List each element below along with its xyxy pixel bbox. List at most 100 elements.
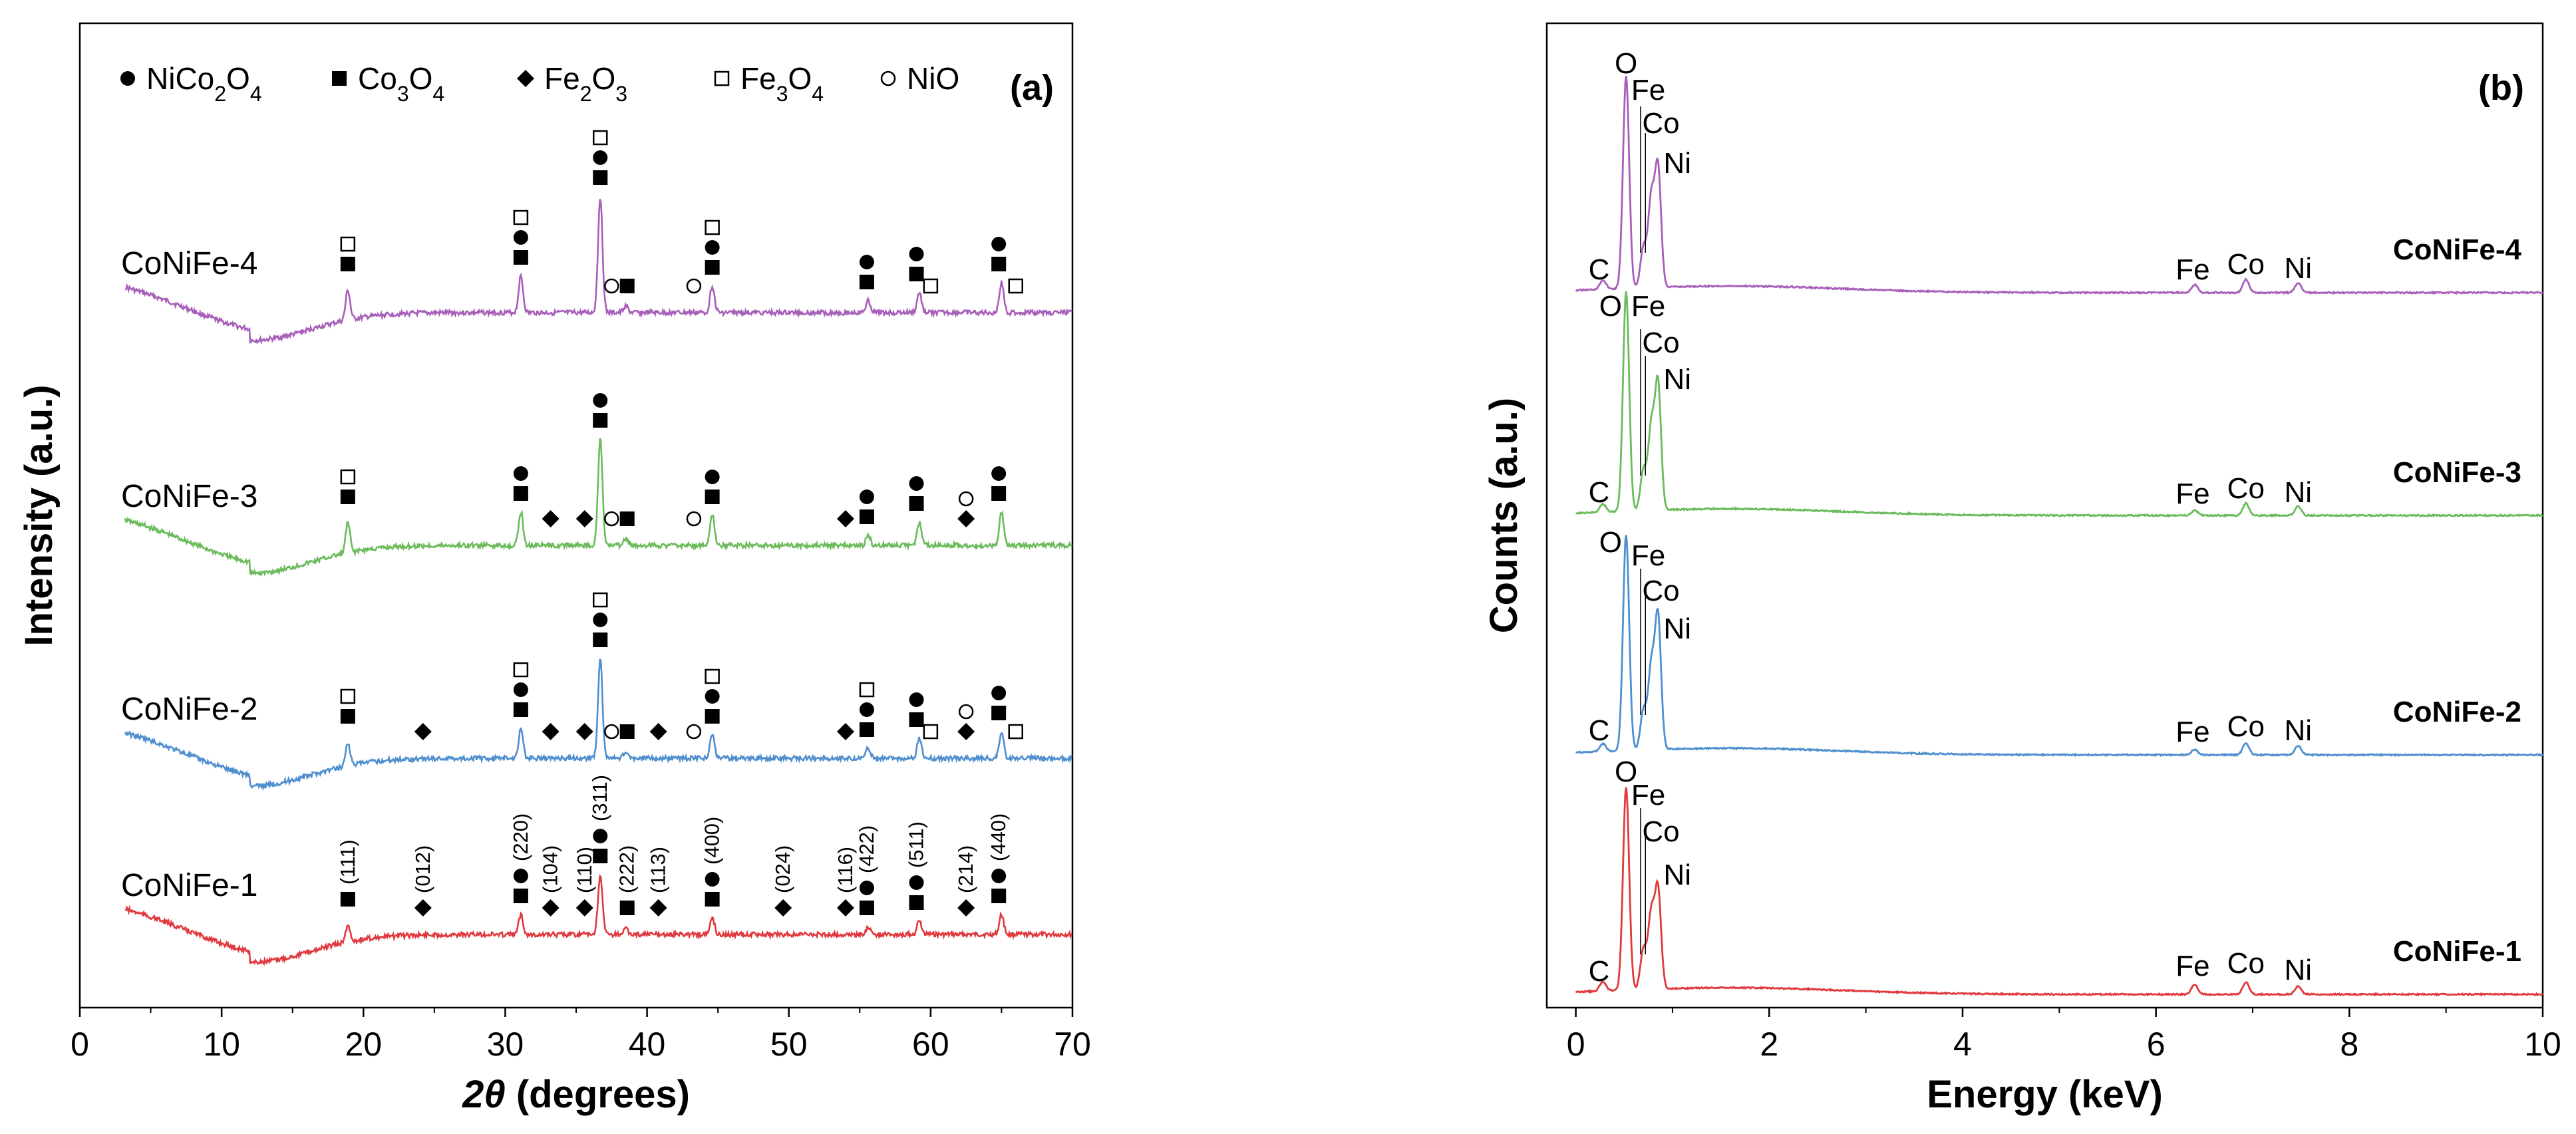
phase-marker-co3o4	[619, 724, 635, 739]
element-label-c: C	[1589, 714, 1610, 747]
element-label-fe: Fe	[1631, 74, 1665, 106]
phase-marker-co3o4	[705, 260, 720, 275]
phase-marker-fe3o4	[1008, 278, 1023, 294]
phase-marker-fe2o3	[649, 899, 667, 917]
phase-marker-nio	[686, 278, 702, 294]
miller-index: (220)	[509, 813, 532, 861]
phase-marker-fe2o3	[774, 899, 792, 917]
x-tick-label: 0	[1567, 1026, 1585, 1063]
x-tick-label: 20	[345, 1026, 382, 1063]
legend-marker	[517, 70, 534, 87]
phase-marker-nico2o4	[705, 689, 720, 704]
miller-index: (222)	[615, 845, 639, 893]
phase-marker-co3o4	[340, 490, 355, 504]
phase-marker-fe2o3	[575, 899, 593, 917]
x-tick-label: 4	[1953, 1026, 1972, 1063]
legend-a: NiCo2O4 Co3O4 Fe2O3 Fe3O4 NiO	[120, 61, 959, 106]
phase-marker-nico2o4	[593, 829, 608, 843]
phase-marker-fe2o3	[542, 510, 560, 527]
element-label-fe: Fe	[2175, 716, 2209, 748]
phase-marker-fe3o4	[592, 592, 608, 608]
element-label-fe: Fe	[2175, 950, 2209, 982]
element-label-o: O	[1615, 47, 1637, 80]
phase-marker-nio	[686, 724, 702, 740]
xrd-line-conife-4	[124, 199, 1072, 345]
element-label-fe: Fe	[1631, 539, 1665, 572]
phase-marker-nio	[604, 278, 619, 294]
miller-index: (422)	[855, 825, 878, 873]
miller-index: (440)	[987, 813, 1010, 861]
phase-marker-fe3o4	[340, 688, 356, 704]
phase-marker-fe3o4	[340, 236, 356, 252]
element-label-ni: Ni	[1663, 859, 1691, 891]
miller-index: (104)	[539, 845, 562, 893]
phase-marker-co3o4	[513, 702, 528, 717]
miller-index: (110)	[573, 847, 596, 893]
phase-marker-nico2o4	[513, 466, 528, 481]
xrd-line-conife-1	[124, 874, 1073, 966]
legend-label: NiCo2O4	[146, 61, 262, 106]
phase-marker-nico2o4	[909, 692, 924, 707]
phase-marker-co3o4	[991, 486, 1007, 501]
element-label-o: O	[1615, 756, 1637, 788]
phase-marker-nico2o4	[859, 490, 874, 504]
phase-marker-nio	[958, 704, 974, 720]
phase-marker-nico2o4	[513, 682, 528, 697]
x-tick-label: 2	[1760, 1026, 1778, 1063]
phase-marker-nico2o4	[859, 881, 874, 895]
phase-marker-nico2o4	[705, 240, 720, 255]
x-tick-label: 10	[203, 1026, 240, 1063]
miller-index: (113)	[647, 847, 670, 893]
phase-marker-fe2o3	[649, 723, 667, 740]
panel-a: 0 10 20 30 40 50 60 70 2θ (degrees) Intensity (a.…	[17, 22, 1091, 1116]
phase-marker-co3o4	[619, 511, 635, 526]
phase-marker-co3o4	[593, 413, 608, 428]
eds-line-conife-3	[1575, 291, 2543, 518]
phase-marker-co3o4	[991, 706, 1007, 720]
element-label-co: Co	[2227, 472, 2265, 505]
phase-marker-co3o4	[705, 490, 720, 504]
phase-marker-co3o4	[619, 901, 635, 915]
legend-marker	[120, 71, 135, 86]
phase-marker-fe2o3	[414, 899, 432, 917]
phase-marker-fe3o4	[1008, 724, 1023, 740]
sample-label: CoNiFe-4	[121, 246, 257, 281]
element-label-fe: Fe	[1631, 779, 1665, 811]
element-label-ni: Ni	[1663, 363, 1691, 396]
x-tick-label: 50	[770, 1026, 808, 1063]
phase-marker-fe2o3	[575, 510, 593, 527]
element-label-co: Co	[2227, 248, 2265, 281]
x-tick-label: 6	[2147, 1026, 2166, 1063]
phase-marker-co3o4	[991, 257, 1007, 271]
legend-marker	[880, 71, 896, 86]
phase-marker-nio	[958, 491, 974, 507]
sample-label: CoNiFe-1	[2393, 935, 2521, 968]
sample-label: CoNiFe-4	[2393, 233, 2522, 266]
x-tick-label: 70	[1054, 1026, 1091, 1063]
miller-index: (311)	[588, 775, 611, 821]
sample-label: CoNiFe-1	[121, 868, 257, 903]
legend-marker	[332, 71, 347, 86]
element-label-co: Co	[1642, 107, 1679, 140]
phase-marker-nico2o4	[991, 466, 1007, 481]
element-label-fe: Fe	[2175, 253, 2209, 286]
eds-line-conife-4	[1575, 75, 2543, 295]
phase-marker-nico2o4	[513, 230, 528, 245]
phase-marker-co3o4	[991, 889, 1007, 903]
miller-index: (116)	[834, 847, 857, 893]
phase-marker-fe2o3	[575, 723, 593, 740]
element-label-co: Co	[2227, 947, 2265, 980]
panel-label-b: (b)	[2478, 68, 2524, 108]
phase-marker-co3o4	[705, 892, 720, 907]
miller-index: (214)	[954, 845, 977, 893]
x-tick-label: 60	[912, 1026, 949, 1063]
x-tick-label: 8	[2340, 1026, 2358, 1063]
element-label-co: Co	[1642, 815, 1679, 848]
phase-marker-nico2o4	[705, 872, 720, 887]
phase-marker-nio	[604, 511, 619, 527]
xrd-line-conife-2	[124, 658, 1073, 791]
miller-index: (400)	[701, 817, 724, 865]
